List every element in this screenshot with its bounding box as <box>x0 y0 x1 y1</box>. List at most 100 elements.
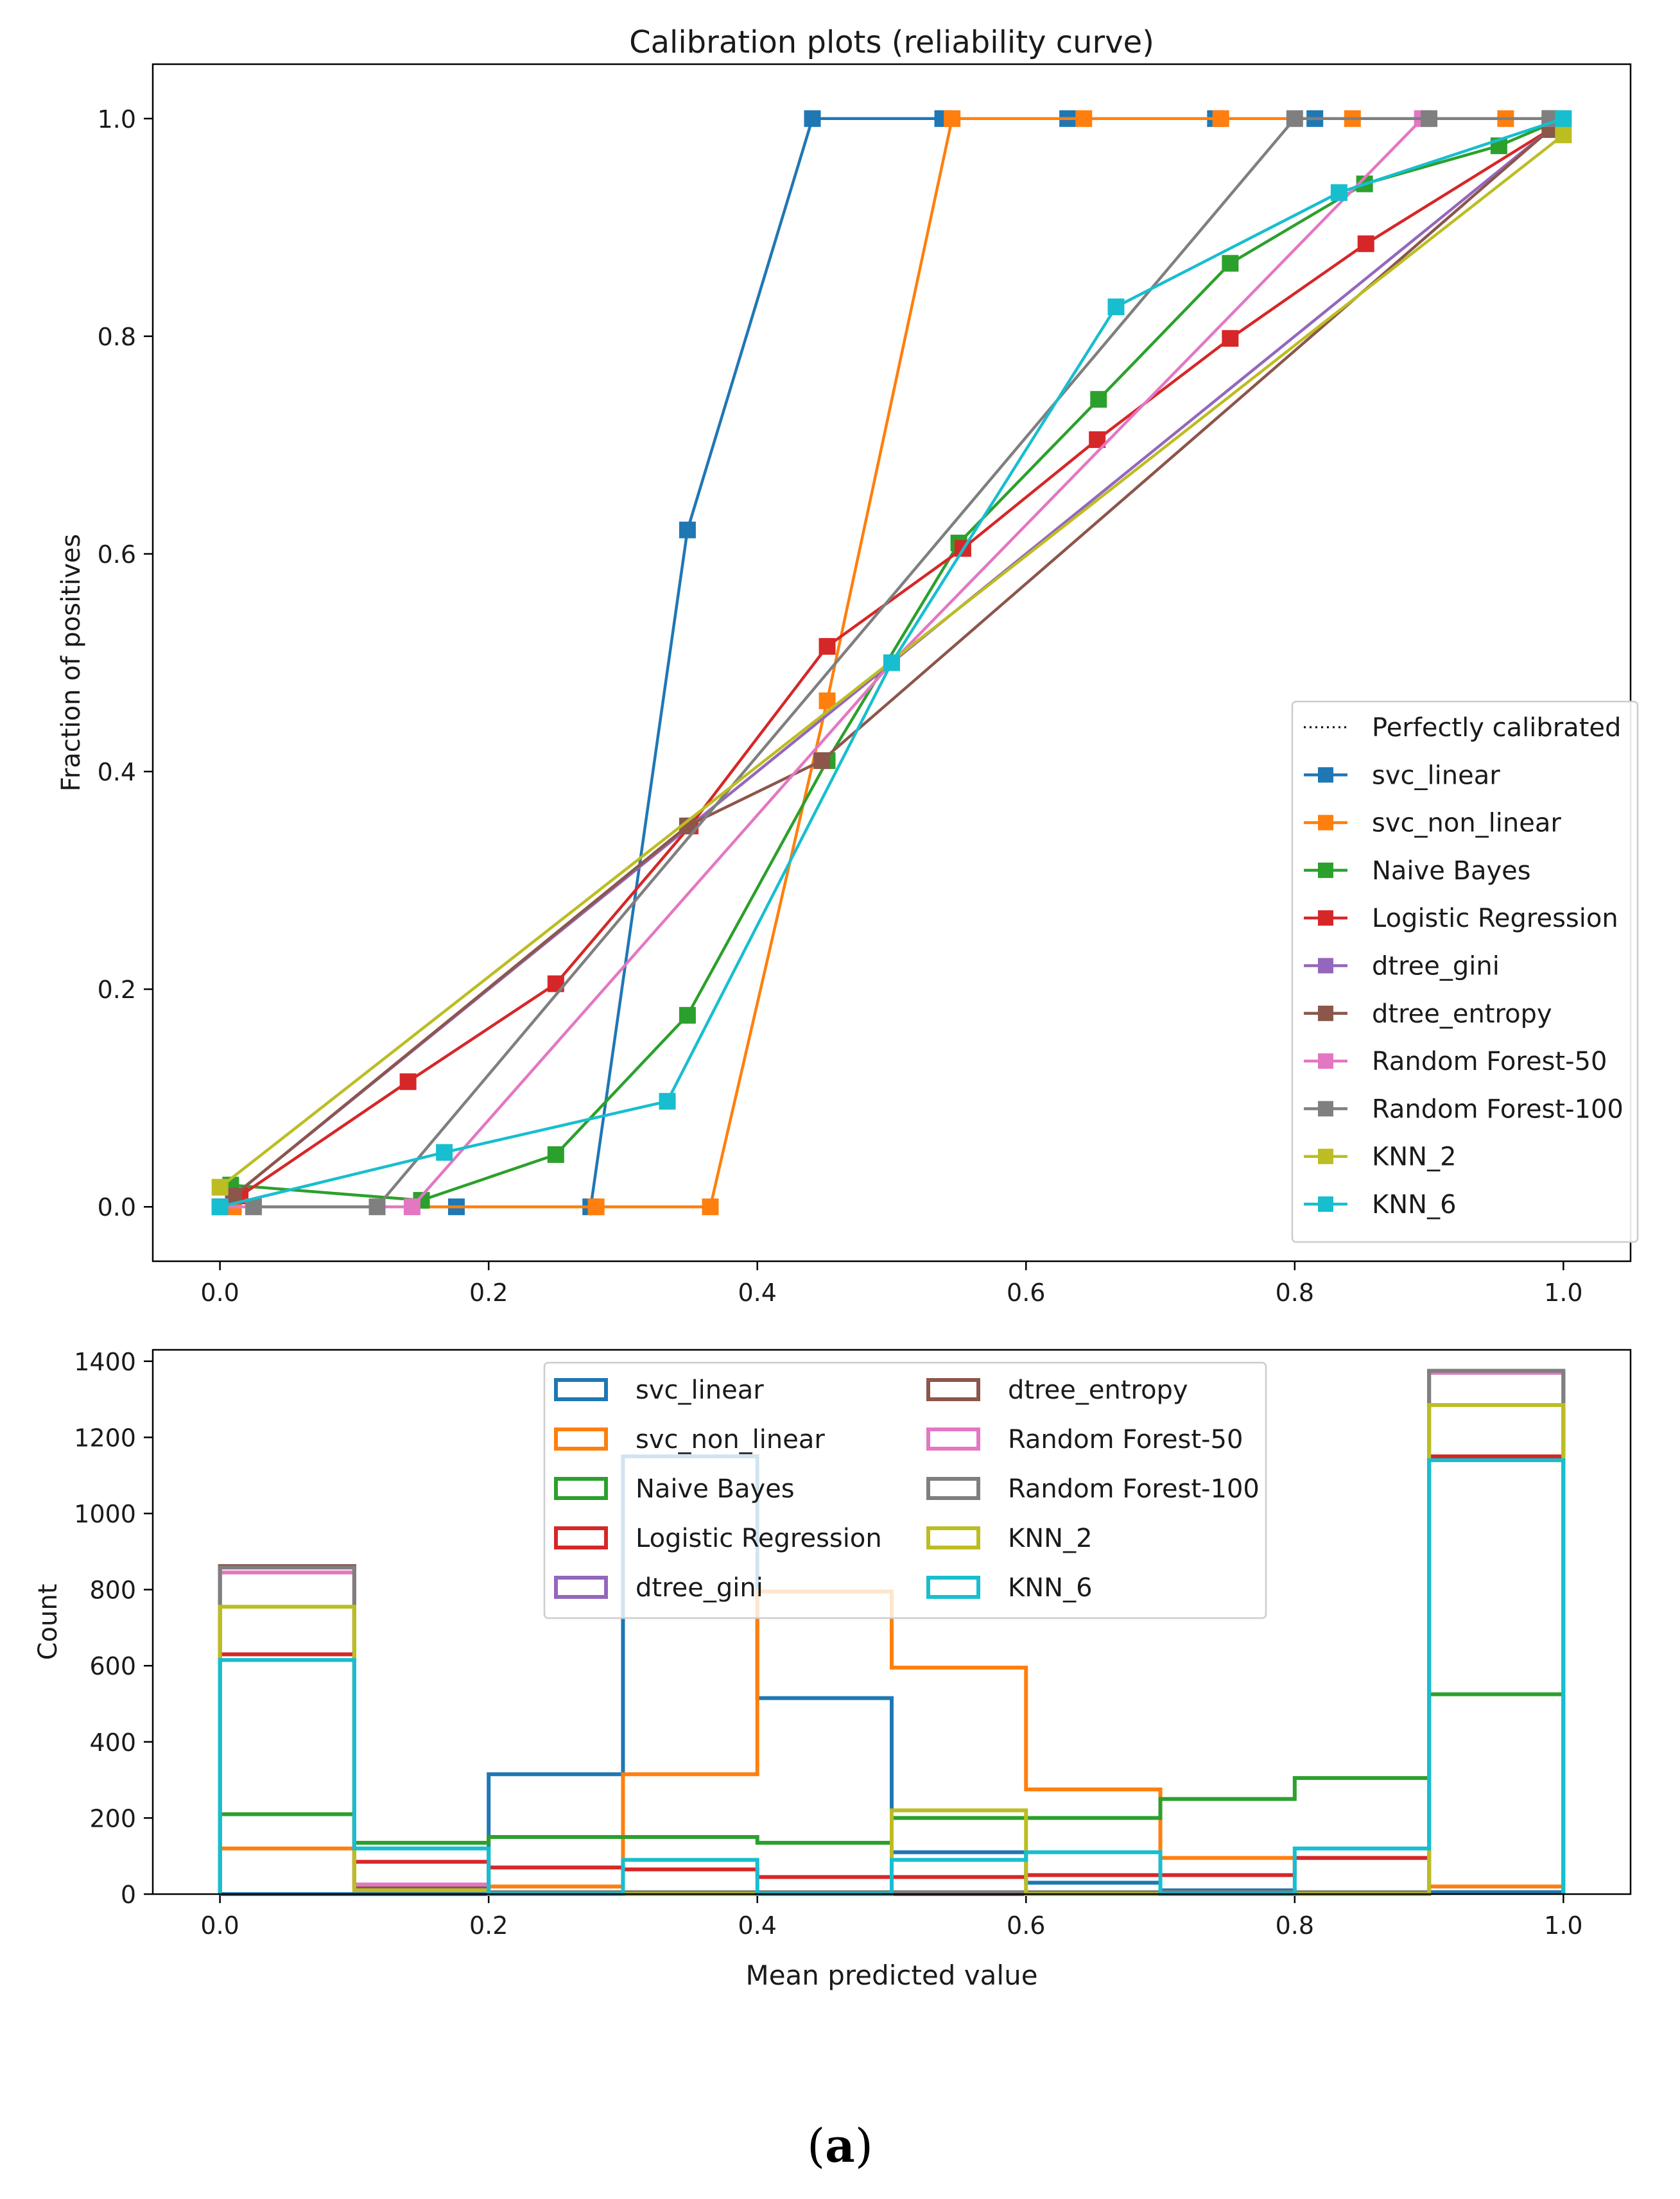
legend-swatch-marker <box>1318 1148 1333 1164</box>
caption-open: ( <box>807 2119 826 2173</box>
legend-swatch-marker <box>1318 767 1333 783</box>
calibration-legend-label: KNN_2 <box>1372 1143 1457 1172</box>
calibration-point <box>1212 110 1229 127</box>
calibration-legend-label: Perfectly calibrated <box>1372 713 1621 743</box>
histogram-ytick-label: 400 <box>89 1729 136 1757</box>
calibration-title: Calibration plots (reliability curve) <box>629 24 1154 60</box>
histogram-xtick-label: 0.4 <box>738 1911 777 1940</box>
calibration-point <box>587 1198 605 1216</box>
histogram-legend-swatch <box>554 1427 608 1451</box>
legend-swatch-marker <box>1318 1101 1333 1117</box>
histogram-legend-label: svc_non_linear <box>636 1425 825 1454</box>
calibration-legend-label: KNN_6 <box>1372 1190 1457 1220</box>
calibration-legend-label: Naive Bayes <box>1372 856 1531 886</box>
histogram-step-logistic-regression <box>218 1454 1566 1894</box>
calibration-xtick-label: 0.8 <box>1276 1279 1314 1307</box>
histogram-legend-label: Random Forest-50 <box>1008 1425 1243 1454</box>
calibration-ylabel: Fraction of positives <box>56 534 86 791</box>
calibration-series-knn-6 <box>211 110 1572 1216</box>
histogram-ytick-label: 600 <box>89 1652 136 1680</box>
calibration-ytick-label: 0.4 <box>98 758 136 786</box>
histogram-ytick-label: 0 <box>121 1881 136 1909</box>
histogram-ytick-label: 200 <box>89 1804 136 1832</box>
histogram-step-knn-6 <box>218 1458 1566 1896</box>
calibration-point <box>804 110 821 127</box>
calibration-legend-label: Random Forest-100 <box>1372 1094 1624 1124</box>
figure-caption: (a) <box>0 2118 1680 2173</box>
calibration-ytick-label: 0.0 <box>98 1193 136 1221</box>
histogram-legend-box <box>543 1361 1267 1619</box>
histogram-legend-swatch <box>554 1477 608 1500</box>
histogram-legend-label: svc_linear <box>636 1375 764 1405</box>
legend-swatch-marker <box>1318 1196 1333 1212</box>
legend-swatch-marker <box>1318 1005 1333 1021</box>
calibration-point <box>818 638 836 655</box>
calibration-xtick-label: 1.0 <box>1544 1279 1582 1307</box>
calibration-point <box>1075 110 1093 127</box>
histogram-legend-swatch <box>554 1526 608 1549</box>
calibration-ytick-label: 0.2 <box>98 976 136 1004</box>
legend-swatch-marker <box>1318 958 1333 974</box>
histogram-plot: Count Mean predicted value 0.0 0.2 0.4 0.6 0.8… <box>33 1348 1632 1991</box>
histogram-ylabel: Count <box>33 1584 63 1660</box>
calibration-point <box>883 654 900 671</box>
calibration-legend-label: Logistic Regression <box>1372 904 1618 933</box>
histogram-legend-label: Naive Bayes <box>636 1474 795 1504</box>
histogram-legend-label: KNN_6 <box>1008 1573 1093 1603</box>
histogram-xlabel: Mean predicted value <box>745 1960 1037 1991</box>
calibration-plot: Calibration plots (reliability curve) Fra… <box>56 24 1639 1307</box>
calibration-xtick-label: 0.4 <box>738 1279 777 1307</box>
calibration-ytick-label: 0.8 <box>98 323 136 351</box>
calibration-point <box>1286 110 1303 127</box>
histogram-legend: svc_linear svc_non_linear Naive Bayes Logis… <box>543 1361 1267 1619</box>
histogram-legend-swatch <box>554 1378 608 1401</box>
calibration-legend-label: Random Forest-50 <box>1372 1047 1607 1076</box>
calibration-point <box>436 1144 453 1161</box>
histogram-legend-label: Random Forest-100 <box>1008 1474 1260 1504</box>
histogram-legend-label: dtree_gini <box>636 1573 763 1603</box>
calibration-point <box>1107 298 1125 316</box>
histogram-frame <box>152 1349 1632 1895</box>
calibration-line-logistic-regression <box>239 128 1551 1198</box>
histogram-legend-swatch <box>926 1427 980 1451</box>
calibration-point <box>1330 184 1347 202</box>
histogram-ytick-label: 800 <box>89 1576 136 1605</box>
legend-swatch-marker <box>1318 862 1333 878</box>
calibration-point <box>944 110 961 127</box>
histogram-legend-swatch <box>554 1576 608 1599</box>
calibration-line-dtree-entropy <box>232 128 1551 1198</box>
calibration-ytick-label: 0.6 <box>98 540 136 569</box>
calibration-point <box>1222 255 1239 272</box>
histogram-legend-swatch <box>926 1576 980 1599</box>
calibration-legend-label: dtree_gini <box>1372 952 1500 981</box>
histogram-xtick-label: 1.0 <box>1544 1911 1582 1940</box>
legend-swatch-marker <box>1318 1053 1333 1069</box>
histogram-legend-label: dtree_entropy <box>1008 1375 1188 1405</box>
caption-letter: a <box>825 2118 855 2173</box>
histogram-legend-swatch <box>926 1378 980 1401</box>
legend-swatch-marker <box>1318 910 1333 926</box>
calibration-point <box>679 1006 696 1024</box>
calibration-xtick-label: 0.2 <box>469 1279 508 1307</box>
histogram-legend-swatch <box>926 1526 980 1549</box>
calibration-legend-label: svc_non_linear <box>1372 809 1561 838</box>
calibration-point <box>211 1178 229 1196</box>
histogram-xtick-label: 0.2 <box>469 1911 508 1940</box>
calibration-point <box>547 1146 564 1163</box>
histogram-xtick-label: 0.8 <box>1276 1911 1314 1940</box>
legend-swatch-marker <box>1318 815 1333 831</box>
calibration-point <box>659 1092 676 1110</box>
histogram-xtick-label: 0.0 <box>200 1911 239 1940</box>
histogram-legend-label: KNN_2 <box>1008 1524 1093 1553</box>
calibration-legend-label: dtree_entropy <box>1372 999 1552 1029</box>
calibration-xtick-label: 0.6 <box>1007 1279 1045 1307</box>
calibration-ytick-label: 1.0 <box>98 105 136 134</box>
calibration-point <box>1357 235 1374 252</box>
histogram-ytick-label: 1400 <box>74 1348 136 1376</box>
calibration-point <box>679 521 696 539</box>
calibration-point <box>1090 391 1107 408</box>
calibration-legend: Perfectly calibrated svc_linear svc_non_li… <box>1291 700 1639 1243</box>
calibration-legend-box <box>1291 700 1639 1243</box>
calibration-point <box>1421 110 1438 127</box>
